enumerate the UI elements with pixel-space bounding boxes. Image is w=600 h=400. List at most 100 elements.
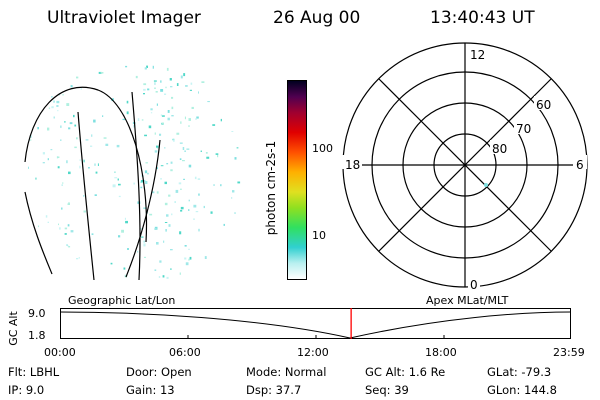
emission-speckle (207, 101, 210, 103)
emission-speckle (168, 224, 171, 227)
timeline-plot (59, 308, 572, 339)
emission-speckle (162, 275, 165, 278)
emission-speckle (164, 147, 166, 149)
emission-speckle (168, 194, 171, 197)
emission-speckle (105, 143, 109, 146)
emission-speckle (68, 246, 71, 248)
timeline-right-title: Apex MLat/MLT (426, 294, 509, 307)
emission-speckle (144, 181, 148, 184)
emission-speckle (47, 158, 49, 161)
emission-speckle (28, 166, 29, 169)
emission-speckle (180, 206, 184, 210)
emission-speckle (184, 245, 187, 247)
emission-speckle (183, 73, 186, 77)
emission-speckle (170, 161, 173, 164)
emission-speckle (151, 191, 155, 194)
emission-speckle (160, 80, 162, 83)
emission-speckle (117, 178, 119, 181)
emission-speckle (150, 112, 153, 114)
emission-speckle (179, 272, 181, 275)
emission-speckle (166, 163, 169, 165)
emission-speckle (154, 269, 157, 271)
emission-speckle (156, 147, 159, 149)
emission-speckle (88, 167, 90, 169)
emission-speckle (236, 147, 239, 149)
emission-speckle (91, 233, 94, 235)
emission-speckle (166, 276, 169, 279)
info-gain: Gain: 13 (126, 383, 175, 397)
emission-speckle (118, 183, 121, 186)
emission-speckle (38, 225, 39, 228)
emission-speckle (143, 243, 146, 247)
emission-speckle (143, 240, 145, 243)
emission-speckle (64, 121, 66, 123)
emission-speckle (161, 115, 165, 117)
lat-label-70: 70 (516, 122, 531, 136)
emission-speckle (203, 205, 205, 209)
emission-speckle (118, 235, 121, 238)
emission-speckle (144, 67, 147, 70)
emission-speckle (61, 184, 63, 186)
timeline-ytick-top: 9.0 (28, 307, 46, 320)
colorbar (287, 80, 307, 280)
emission-speckle (64, 227, 68, 230)
auroral-emission-speckles (28, 65, 241, 279)
emission-speckle (234, 212, 236, 214)
emission-speckle (94, 194, 97, 196)
emission-speckle (212, 124, 216, 126)
emission-speckle (83, 210, 86, 213)
emission-speckle (179, 231, 182, 235)
emission-speckle (195, 118, 197, 120)
emission-speckle (163, 240, 165, 243)
emission-speckle (68, 202, 70, 205)
emission-speckle (47, 127, 50, 131)
emission-speckle (175, 189, 179, 193)
emission-speckle (64, 233, 67, 235)
mlt-label-6: 6 (576, 158, 584, 172)
emission-speckle (67, 224, 70, 227)
emission-speckle (189, 89, 192, 91)
emission-speckle (57, 110, 59, 112)
emission-speckle (220, 184, 222, 187)
emission-speckle (159, 133, 162, 136)
emission-speckle (30, 135, 32, 138)
emission-speckle (170, 86, 173, 88)
emission-speckle (231, 197, 233, 199)
mlt-label-18: 18 (345, 158, 360, 172)
emission-speckle (166, 214, 169, 217)
info-mode: Mode: Normal (246, 365, 327, 379)
emission-speckle (169, 78, 172, 81)
emission-speckle (60, 139, 62, 141)
emission-speckle (135, 75, 138, 79)
emission-speckle (158, 276, 161, 278)
emission-speckle (176, 83, 179, 86)
timeline-xtick-2359: 23:59 (553, 346, 585, 359)
colorbar-tick-10: 10 (312, 229, 326, 242)
mlt-label-0: 0 (470, 278, 478, 292)
emission-speckle (57, 166, 60, 169)
emission-speckle (148, 125, 152, 129)
emission-speckle (98, 71, 102, 74)
emission-speckle (173, 139, 175, 142)
emission-speckle (156, 191, 159, 194)
emission-speckle (97, 163, 99, 166)
emission-speckle (155, 91, 158, 93)
emission-speckle (156, 242, 159, 245)
emission-speckle (193, 218, 195, 220)
emission-speckle (154, 150, 158, 153)
emission-speckle (159, 260, 162, 263)
emission-speckle (204, 256, 207, 259)
emission-speckle (140, 180, 144, 183)
emission-speckle (147, 172, 149, 175)
emission-speckle (195, 211, 199, 213)
emission-speckle (188, 258, 190, 261)
emission-speckle (140, 228, 143, 230)
timeline-xtick-0000: 00:00 (44, 346, 76, 359)
emission-speckle (185, 262, 189, 266)
emission-speckle (53, 100, 55, 103)
emission-speckle (83, 195, 85, 197)
emission-speckle (112, 184, 116, 188)
emission-speckle (103, 137, 107, 139)
emission-speckle (143, 83, 147, 86)
emission-speckle (79, 165, 81, 169)
